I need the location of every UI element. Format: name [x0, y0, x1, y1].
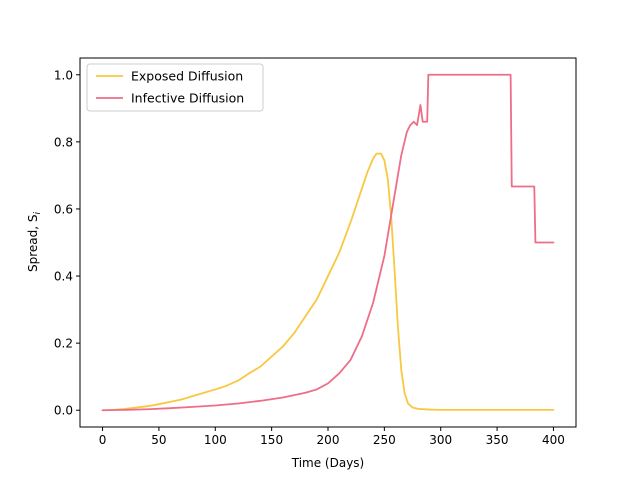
y-tick-label: 0.8	[54, 135, 73, 149]
y-axis-label-subscript: i	[33, 212, 43, 215]
legend-label-exposed: Exposed Diffusion	[131, 69, 243, 84]
y-tick-label: 0.0	[54, 404, 73, 418]
series-line-exposed	[101, 152, 555, 412]
y-tick-label: 1.0	[54, 68, 73, 82]
x-tick-label: 300	[429, 433, 452, 447]
series-line-infective	[101, 73, 555, 412]
x-axis-label: Time (Days)	[291, 456, 365, 470]
x-tick-label: 50	[151, 433, 166, 447]
series-layer	[101, 73, 555, 412]
y-tick-label: 0.4	[54, 270, 73, 284]
x-tick-label: 150	[260, 433, 283, 447]
plot-background	[80, 58, 576, 427]
x-tick-label: 0	[99, 433, 107, 447]
x-tick-label: 200	[317, 433, 340, 447]
axes-layer: 0 50 100 150 200 250 300 350 400 0.0 0.2 0.4 0.6 0.8 1…	[54, 57, 577, 447]
x-tick-label: 100	[204, 433, 227, 447]
plot-area	[80, 58, 576, 427]
legend-label-infective: Infective Diffusion	[131, 91, 244, 106]
legend-box	[86, 63, 264, 112]
x-tick-label: 350	[486, 433, 509, 447]
legend: Exposed Diffusion Infective Diffusion	[86, 63, 264, 112]
y-axis-label: Spread, Si	[26, 212, 43, 273]
y-tick-label: 0.2	[54, 337, 73, 351]
y-tick-label: 0.6	[54, 202, 73, 216]
y-axis-label-main: Spread, S	[26, 215, 40, 273]
x-tick-label: 400	[542, 433, 565, 447]
x-tick-label: 250	[373, 433, 396, 447]
